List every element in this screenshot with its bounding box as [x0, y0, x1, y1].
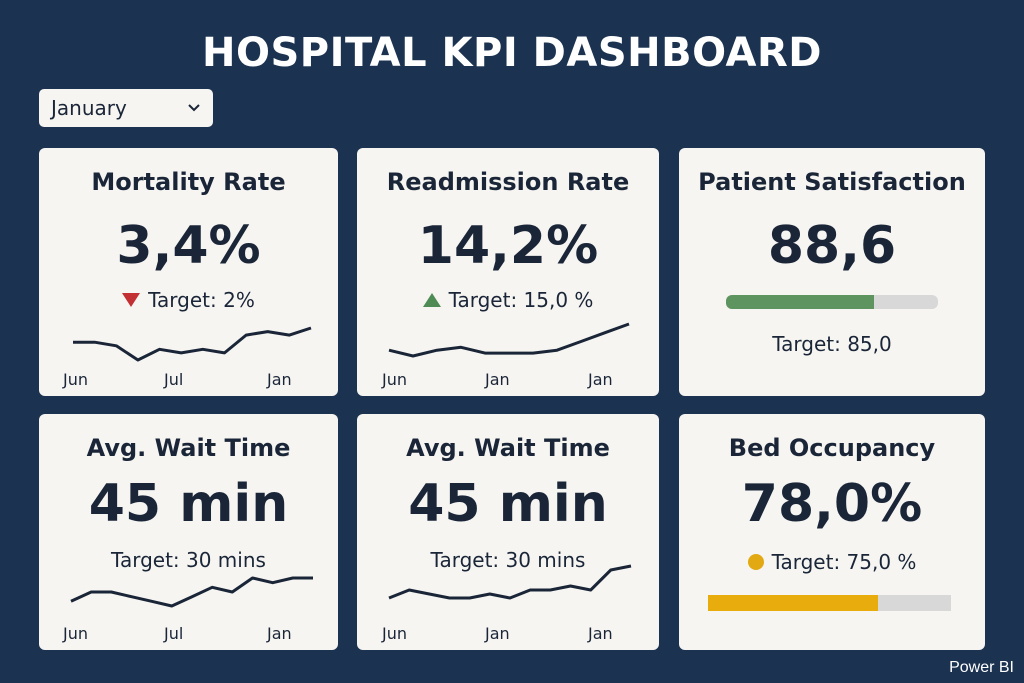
target-label: Target: 75,0 % [771, 550, 917, 574]
progress-fill [726, 295, 875, 309]
kpi-target: Target: 30 mins [39, 548, 338, 572]
kpi-target: Target: 2% [39, 288, 338, 312]
kpi-value: 88,6 [767, 216, 897, 276]
x-axis-label: Jun [382, 370, 407, 389]
chevron-down-icon [188, 104, 200, 112]
kpi-value: 14,2% [417, 216, 599, 276]
page-title: HOSPITAL KPI DASHBOARD [202, 30, 822, 76]
trend-sparkline [388, 322, 630, 358]
x-axis-label: Jan [267, 624, 292, 643]
down-triangle-icon [122, 293, 141, 307]
x-axis-label: Jan [485, 624, 510, 643]
progress-bar [708, 595, 951, 611]
trend-line [388, 564, 632, 600]
card-title: Avg. Wait Time [86, 434, 291, 462]
trend-line [70, 576, 313, 608]
trend-line [73, 326, 312, 362]
kpi-value: 78,0% [741, 474, 923, 534]
trend-line [388, 322, 630, 358]
x-axis-label: Jun [63, 370, 88, 389]
progress-bar [726, 295, 938, 309]
progress-fill [708, 595, 879, 611]
x-axis-label: Jul [164, 370, 184, 389]
x-axis-label: Jun [382, 624, 407, 643]
month-dropdown[interactable]: January [39, 89, 213, 127]
trend-sparkline [70, 576, 313, 608]
target-label: Target: 15,0 % [448, 288, 594, 312]
target-label: Target: 30 mins [111, 548, 266, 572]
kpi-target: Target: 75,0 % [679, 550, 985, 574]
trend-sparkline [388, 564, 632, 600]
x-axis-label: Jan [485, 370, 510, 389]
card-title: Patient Satisfaction [698, 168, 966, 196]
kpi-target: Target: 15,0 % [357, 288, 659, 312]
x-axis-label: Jan [588, 624, 613, 643]
x-axis-label: Jan [267, 370, 292, 389]
target-label: Target: 2% [148, 288, 255, 312]
status-dot-icon [747, 554, 764, 570]
card-title: Readmission Rate [386, 168, 630, 196]
mortality-rate-card[interactable]: Mortality Rate 3,4% Target: 2% Jun Jul J… [39, 148, 338, 396]
target-label: Target: 30 mins [430, 548, 586, 572]
x-axis-label: Jan [588, 370, 613, 389]
trend-sparkline [73, 326, 312, 362]
x-axis-label: Jul [164, 624, 184, 643]
avg-wait-time-card[interactable]: Avg. Wait Time 45 min Target: 30 mins Ju… [39, 414, 338, 650]
power-bi-brand: Power BI [949, 659, 1014, 676]
card-title: Bed Occupancy [728, 434, 936, 462]
up-triangle-icon [422, 293, 441, 307]
kpi-value: 3,4% [116, 216, 261, 276]
card-title: Avg. Wait Time [406, 434, 610, 462]
kpi-target: Target: 30 mins [357, 548, 659, 572]
kpi-value: 45 min [408, 474, 608, 534]
target-label: Target: 85,0 [772, 332, 892, 356]
kpi-value: 45 min [88, 474, 289, 534]
kpi-target: Target: 85,0 [679, 332, 985, 356]
bed-occupancy-card[interactable]: Bed Occupancy 78,0% Target: 75,0 % [679, 414, 985, 650]
avg-wait-time-card-2[interactable]: Avg. Wait Time 45 min Target: 30 mins Ju… [357, 414, 659, 650]
readmission-rate-card[interactable]: Readmission Rate 14,2% Target: 15,0 % Ju… [357, 148, 659, 396]
month-dropdown-value: January [51, 96, 127, 120]
patient-satisfaction-card[interactable]: Patient Satisfaction 88,6 Target: 85,0 [679, 148, 985, 396]
x-axis-label: Jun [63, 624, 88, 643]
card-title: Mortality Rate [91, 168, 286, 196]
